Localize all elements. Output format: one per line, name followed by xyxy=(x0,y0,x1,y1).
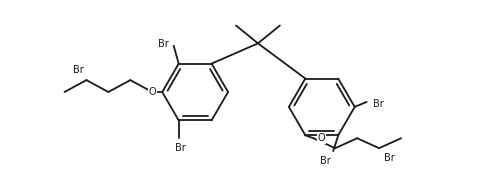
Text: Br: Br xyxy=(384,153,394,163)
Text: Br: Br xyxy=(175,143,186,153)
Text: O: O xyxy=(318,133,325,143)
Text: O: O xyxy=(148,87,156,97)
Text: Br: Br xyxy=(73,65,84,75)
Text: Br: Br xyxy=(159,39,169,49)
Text: Br: Br xyxy=(320,156,330,166)
Text: Br: Br xyxy=(373,99,384,109)
